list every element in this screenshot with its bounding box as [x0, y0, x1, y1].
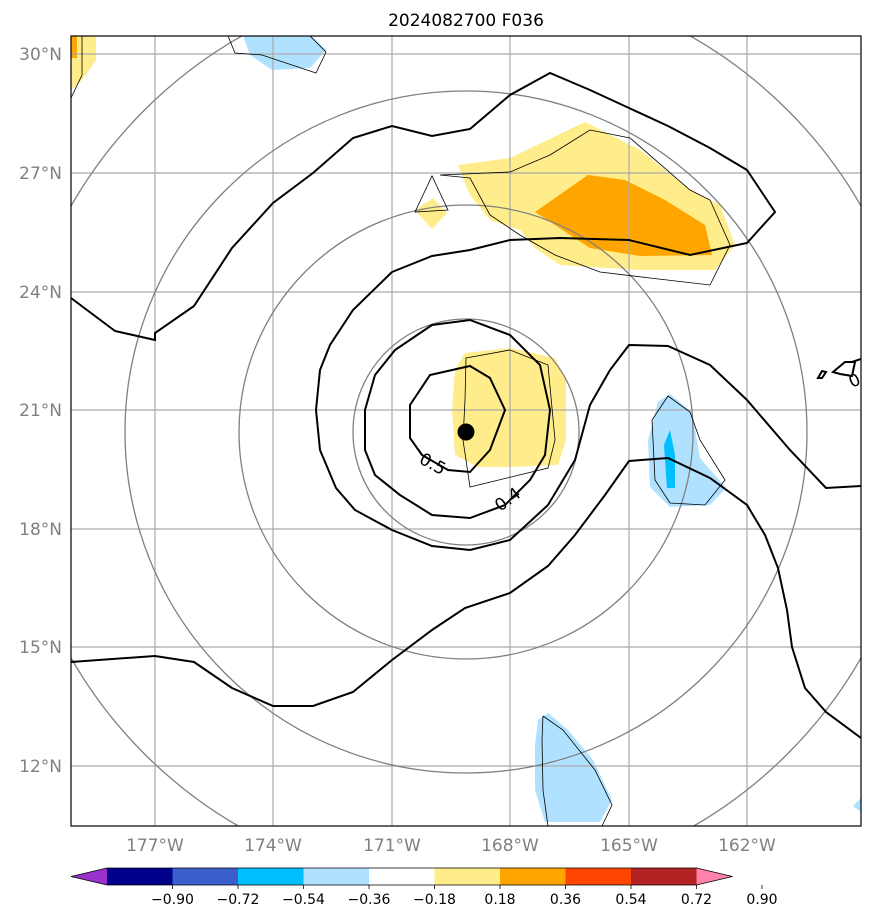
- colorbar-box-2: [172, 868, 239, 885]
- colorbar: −0.90 −0.72 −0.54 −0.36 −0.18 0.18 0.36 0.54 0.7…: [70, 867, 778, 908]
- lon-label-174w: 174°W: [244, 836, 302, 856]
- lat-label-18n: 18°N: [19, 520, 62, 540]
- colorbar-box-3: [238, 868, 304, 885]
- negative-shading-top: [243, 36, 326, 70]
- map-content: 0.5 0.4 0: [71, 36, 861, 826]
- colorbar-box-8: [565, 868, 632, 885]
- colorbar-tick-label-5: 0.18: [484, 892, 515, 908]
- lon-label-162w: 162°W: [718, 836, 776, 856]
- colorbar-box-9: [631, 868, 697, 885]
- positive-shading-corner: [71, 36, 96, 90]
- thin-contour-north: [439, 129, 731, 286]
- negative-shading-south: [535, 713, 612, 822]
- colorbar-extend-low: [71, 868, 107, 885]
- colorbar-tick-label-7: 0.54: [615, 892, 646, 908]
- colorbar-tick-label-2: −0.54: [282, 892, 325, 908]
- map-title: 2024082700 F036: [388, 11, 544, 31]
- lon-label-171w: 171°W: [363, 836, 421, 856]
- lat-label-12n: 12°N: [19, 757, 62, 777]
- thick-contours: [71, 71, 861, 739]
- map-frame: [70, 35, 862, 827]
- positive-shading-north-small: [415, 198, 447, 229]
- lat-label-27n: 27°N: [19, 164, 62, 184]
- thin-contour-east: [651, 395, 726, 506]
- contour-outer-ring: [71, 71, 777, 342]
- thin-contour-north-small: [414, 175, 449, 213]
- colorbar-tick-label-3: −0.36: [348, 892, 391, 908]
- colorbar-box-6: [434, 868, 501, 885]
- contour-southern: [71, 456, 861, 739]
- colorbar-tick-label-1: −0.72: [217, 892, 260, 908]
- storm-center-marker: [457, 423, 475, 441]
- colorbar-tick-label-0: −0.90: [151, 892, 194, 908]
- thin-contours: [71, 36, 731, 826]
- thin-contour-top: [227, 36, 327, 74]
- positive-shading-corner-strong: [71, 36, 77, 58]
- lat-label-15n: 15°N: [19, 638, 62, 658]
- colorbar-box-1: [107, 868, 173, 885]
- contour-0p4: [364, 318, 552, 520]
- colorbar-tick-label-4: −0.18: [413, 892, 456, 908]
- thin-contour-center: [462, 349, 556, 488]
- positive-shading-center: [452, 348, 566, 467]
- lon-axis-labels: 177°W 174°W 171°W 168°W 165°W 162°W: [126, 836, 776, 856]
- lon-label-168w: 168°W: [481, 836, 539, 856]
- negative-shading-edge: [853, 798, 861, 812]
- lat-label-24n: 24°N: [19, 283, 62, 303]
- contour-0p5: [409, 364, 507, 474]
- colorbar-tick-label-6: 0.36: [550, 892, 581, 908]
- shading-layer: [71, 36, 861, 822]
- lat-label-30n: 30°N: [19, 45, 62, 65]
- contour-inner-ring: [314, 271, 861, 552]
- colorbar-tick-label-8: 0.72: [681, 892, 712, 908]
- colorbar-box-4: [303, 868, 370, 885]
- lat-axis-labels: 30°N 27°N 24°N 21°N 18°N 15°N 12°N: [19, 45, 62, 777]
- thin-contour-corner: [71, 36, 83, 99]
- colorbar-extend-high: [696, 868, 733, 885]
- thin-contour-south: [541, 715, 613, 826]
- range-ring-3: [124, 90, 808, 774]
- colorbar-box-5: [369, 868, 435, 885]
- colorbar-tick-label-9: 0.90: [746, 892, 777, 908]
- contour-island: [816, 358, 861, 379]
- range-rings: [71, 36, 861, 826]
- range-ring-1: [352, 318, 580, 546]
- lon-label-165w: 165°W: [600, 836, 658, 856]
- lat-label-21n: 21°N: [19, 401, 62, 421]
- colorbar-box-7: [500, 868, 566, 885]
- lon-label-177w: 177°W: [126, 836, 184, 856]
- gridlines: [71, 36, 861, 826]
- range-ring-2: [238, 204, 694, 660]
